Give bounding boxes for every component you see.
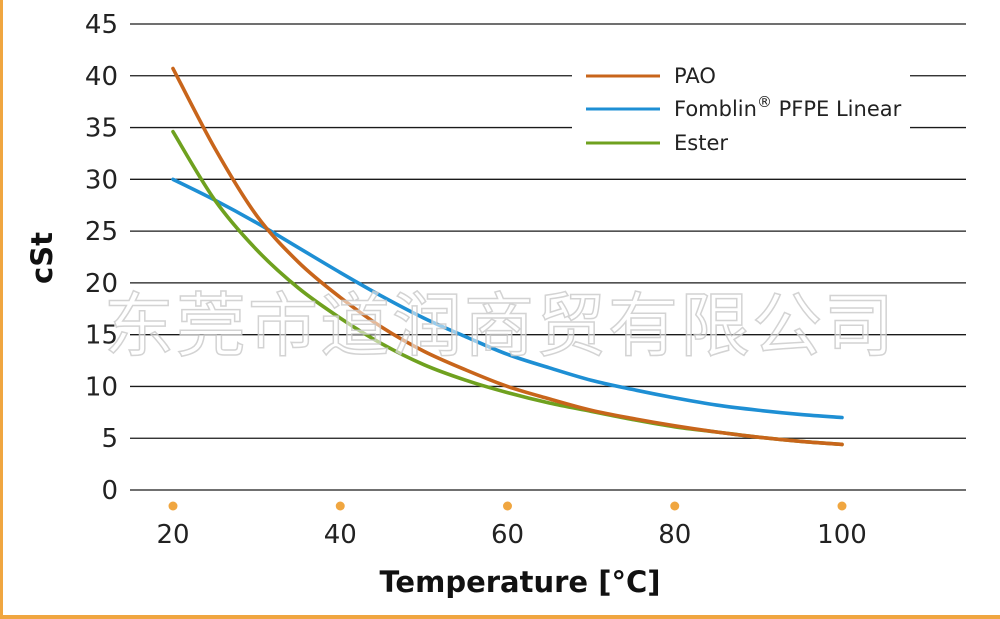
legend: PAO Fomblin® PFPE Linear Ester: [572, 58, 910, 168]
x-tick-dot-100: [837, 501, 847, 511]
y-tick-labels: 0 5 10 15 20 25 30 35 40 45: [85, 10, 118, 506]
x-tick-dot-40: [335, 501, 345, 511]
y-tick-label-45: 45: [85, 10, 118, 40]
x-tick-dot-20: [168, 501, 178, 511]
x-axis-title: Temperature [°C]: [380, 565, 661, 599]
y-axis-title: cSt: [25, 232, 59, 284]
x-tick-dot-80: [670, 501, 680, 511]
x-tick-label-100: 100: [817, 520, 867, 550]
y-tick-label-15: 15: [85, 321, 118, 351]
legend-label-fomblin-registered: ®: [757, 93, 772, 111]
x-tick-labels: 20 40 60 80 100: [156, 501, 867, 550]
series-line-fomblin-pfpe-linear: [171, 177, 844, 420]
x-tick-dot-60: [503, 501, 512, 511]
y-tick-label-10: 10: [85, 372, 118, 402]
y-tick-label-20: 20: [85, 269, 118, 299]
watermark-text: 东莞市道润商贸有限公司: [104, 285, 896, 367]
y-tick-label-0: 0: [101, 476, 118, 506]
legend-label-fomblin-rest: PFPE Linear: [772, 97, 902, 121]
legend-label-ester: Ester: [674, 131, 728, 155]
y-tick-label-35: 35: [85, 114, 118, 144]
x-tick-label-20: 20: [156, 520, 189, 550]
series-line-pao: [171, 66, 844, 447]
legend-label-pao: PAO: [674, 64, 716, 88]
y-tick-label-25: 25: [85, 217, 118, 247]
legend-label-fomblin: Fomblin® PFPE Linear: [674, 93, 902, 121]
y-tick-label-40: 40: [85, 62, 118, 92]
x-tick-label-80: 80: [658, 520, 691, 550]
series-lines: [171, 66, 844, 447]
x-tick-label-60: 60: [491, 520, 524, 550]
x-tick-label-40: 40: [324, 520, 357, 550]
legend-label-fomblin-main: Fomblin: [674, 97, 757, 121]
y-tick-label-30: 30: [85, 165, 118, 195]
y-tick-label-5: 5: [101, 424, 118, 454]
